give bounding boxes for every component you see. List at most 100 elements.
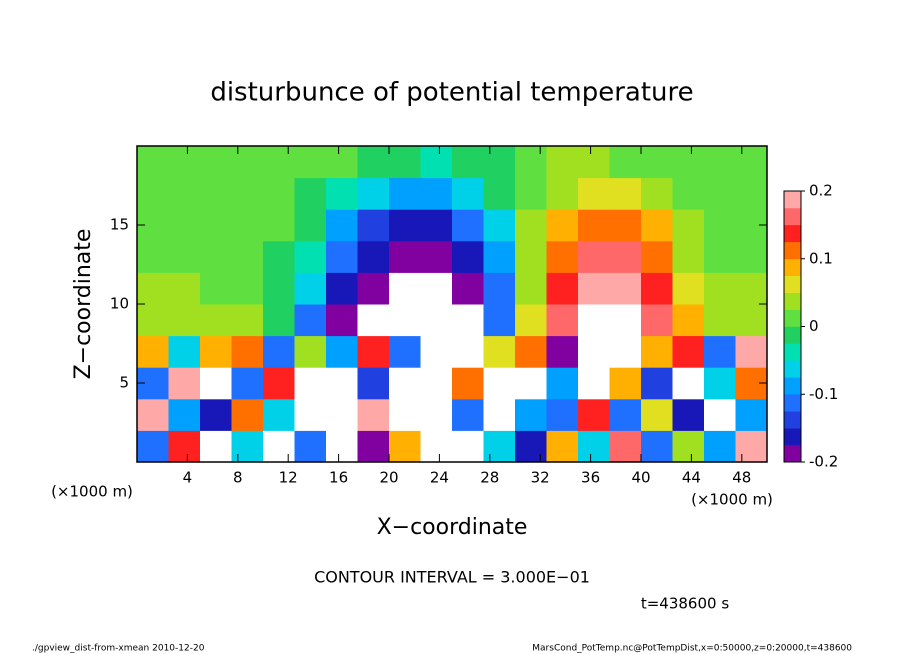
footer-left: ./gpview_dist-from-xmean 2010-12-20 — [32, 644, 205, 654]
heat-cell — [735, 335, 768, 368]
heat-cell — [420, 272, 453, 305]
heat-cell — [578, 398, 610, 431]
heat-cell — [326, 398, 358, 431]
heat-cell — [704, 304, 736, 337]
heat-cell — [609, 209, 642, 242]
heat-cell — [546, 367, 579, 400]
x-unit-right: (×1000 m) — [691, 491, 773, 509]
x-tick-label: 48 — [732, 469, 751, 487]
heat-cell — [704, 240, 736, 273]
heat-cell — [672, 430, 705, 463]
heat-cell — [452, 367, 484, 400]
heat-cell — [420, 209, 453, 242]
colorbar-band — [784, 275, 801, 293]
heat-cell — [578, 146, 610, 179]
colorbar-band — [784, 343, 801, 361]
heat-cell — [672, 240, 705, 273]
y-tick-label: 10 — [110, 295, 129, 313]
heat-cell — [137, 335, 169, 368]
heat-cell — [137, 177, 169, 210]
heat-cell — [704, 398, 736, 431]
colorbar-tick-label: -0.1 — [809, 385, 838, 403]
heat-cell — [483, 177, 516, 210]
heat-cell — [609, 146, 642, 179]
heat-cell — [200, 209, 232, 242]
heat-cell — [515, 209, 547, 242]
x-axis-label: X−coordinate — [377, 515, 528, 540]
heat-cell — [326, 367, 358, 400]
y-axis-label: Z−coordinate — [71, 229, 96, 380]
heat-cell — [168, 304, 201, 337]
heat-cell — [200, 146, 232, 179]
heat-cell — [515, 304, 547, 337]
heat-cell — [389, 304, 421, 337]
time-label: t=438600 s — [641, 595, 729, 613]
heat-cell — [452, 398, 484, 431]
heat-cell — [263, 430, 295, 463]
heat-cell — [168, 335, 201, 368]
heat-cell — [483, 209, 516, 242]
heat-cell — [389, 146, 421, 179]
x-tick-label: 20 — [379, 469, 398, 487]
heat-cell — [483, 367, 516, 400]
heat-cell — [515, 335, 547, 368]
heat-cell — [672, 367, 705, 400]
heat-cell — [168, 430, 201, 463]
heat-cell — [263, 398, 295, 431]
heat-cell — [515, 367, 547, 400]
x-tick-label: 4 — [183, 469, 193, 487]
heat-cell — [420, 398, 453, 431]
heat-cell — [231, 146, 264, 179]
heat-cell — [515, 146, 547, 179]
heat-cell — [452, 335, 484, 368]
heat-cell — [609, 272, 642, 305]
heat-cell — [231, 335, 264, 368]
heat-cell — [735, 177, 768, 210]
heat-cell — [389, 398, 421, 431]
heat-cell — [420, 367, 453, 400]
x-unit-left: (×1000 m) — [51, 483, 133, 501]
heat-cell — [389, 209, 421, 242]
heat-cell — [578, 304, 610, 337]
heat-cell — [137, 430, 169, 463]
heat-cell — [515, 398, 547, 431]
heat-cell — [546, 430, 579, 463]
heat-cell — [704, 209, 736, 242]
heat-cell — [263, 146, 295, 179]
heat-cell — [546, 304, 579, 337]
heat-cell — [357, 398, 390, 431]
heat-cell — [515, 272, 547, 305]
heat-cell — [168, 146, 201, 179]
colorbar-band — [784, 377, 801, 395]
heat-cell — [137, 146, 169, 179]
colorbar-band — [784, 428, 801, 446]
heat-cell — [326, 272, 358, 305]
heat-cell — [420, 430, 453, 463]
heat-cell — [200, 272, 232, 305]
heat-cell — [578, 367, 610, 400]
heat-cell — [326, 177, 358, 210]
heat-cell — [609, 367, 642, 400]
heat-cell — [231, 430, 264, 463]
heat-cell — [546, 335, 579, 368]
heat-cell — [609, 430, 642, 463]
heat-cell — [641, 367, 673, 400]
heat-cell — [389, 240, 421, 273]
heat-cell — [546, 398, 579, 431]
heat-cell — [231, 272, 264, 305]
heat-cell — [641, 304, 673, 337]
heat-cell — [641, 335, 673, 368]
heat-cell — [672, 146, 705, 179]
heat-cell — [704, 146, 736, 179]
heat-cell — [231, 304, 264, 337]
x-tick-label: 28 — [480, 469, 499, 487]
heat-cell — [704, 177, 736, 210]
heat-cell — [294, 304, 327, 337]
heat-cell — [168, 209, 201, 242]
heat-cell — [389, 272, 421, 305]
heat-cell — [200, 430, 232, 463]
heat-cell — [546, 240, 579, 273]
colorbar-band — [784, 394, 801, 412]
heat-cell — [389, 177, 421, 210]
heat-cell — [357, 240, 390, 273]
